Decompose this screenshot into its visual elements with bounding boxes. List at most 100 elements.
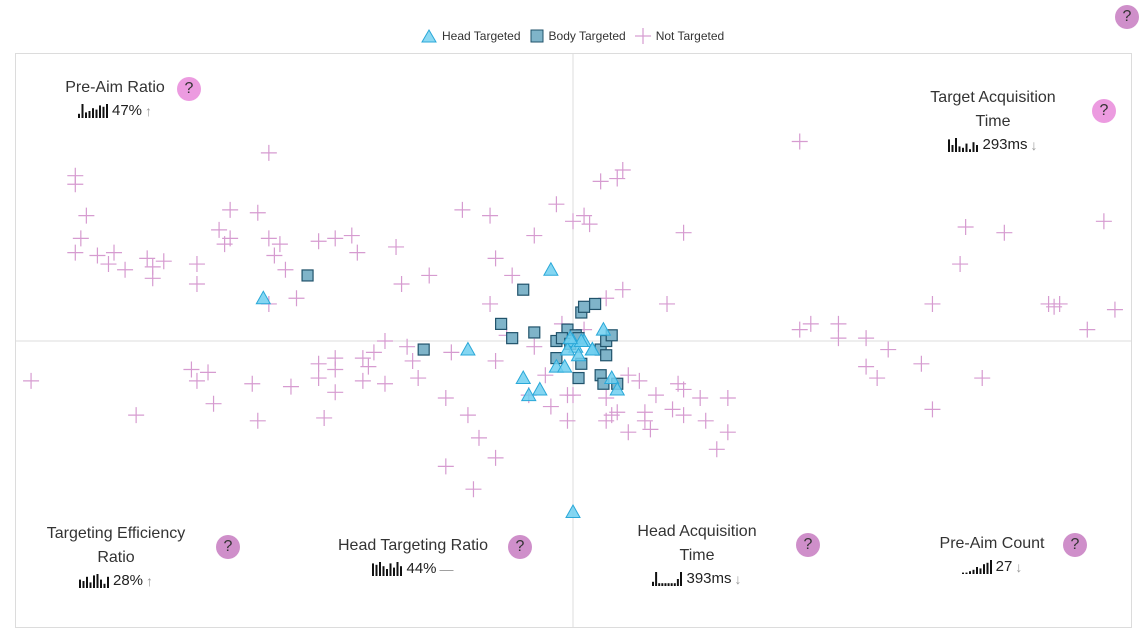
- not-targeted-point[interactable]: [565, 387, 581, 404]
- not-targeted-point[interactable]: [310, 370, 327, 387]
- not-targeted-point[interactable]: [620, 424, 637, 441]
- not-targeted-point[interactable]: [89, 247, 106, 264]
- not-targeted-point[interactable]: [858, 330, 875, 347]
- not-targeted-point[interactable]: [277, 261, 294, 278]
- not-targeted-point[interactable]: [664, 401, 681, 418]
- not-targeted-point[interactable]: [327, 361, 344, 378]
- not-targeted-point[interactable]: [117, 261, 134, 278]
- not-targeted-point[interactable]: [697, 412, 714, 429]
- not-targeted-point[interactable]: [183, 361, 200, 378]
- not-targeted-point[interactable]: [609, 404, 626, 421]
- not-targeted-point[interactable]: [1051, 295, 1068, 312]
- not-targeted-point[interactable]: [609, 170, 626, 187]
- not-targeted-point[interactable]: [376, 375, 393, 392]
- not-targeted-point[interactable]: [636, 404, 653, 421]
- not-targeted-point[interactable]: [470, 429, 487, 446]
- not-targeted-point[interactable]: [659, 295, 676, 312]
- head-targeted-point[interactable]: [609, 381, 626, 396]
- head-targeted-point[interactable]: [460, 341, 476, 356]
- not-targeted-point[interactable]: [802, 315, 819, 332]
- head-targeted-point[interactable]: [515, 370, 532, 385]
- head-targeted-point[interactable]: [584, 341, 601, 356]
- head-targeted-point[interactable]: [520, 387, 537, 402]
- not-targeted-point[interactable]: [393, 276, 410, 292]
- not-targeted-point[interactable]: [67, 244, 84, 261]
- not-targeted-point[interactable]: [399, 338, 416, 355]
- legend-item-not-targeted[interactable]: Not Targeted: [634, 27, 724, 45]
- head-targeted-point[interactable]: [562, 330, 579, 345]
- not-targeted-point[interactable]: [692, 390, 709, 406]
- not-targeted-point[interactable]: [957, 219, 974, 235]
- body-targeted-point[interactable]: [495, 317, 508, 330]
- legend-item-body-targeted[interactable]: Body Targeted: [529, 28, 626, 44]
- global-help-button[interactable]: ?: [1115, 5, 1139, 29]
- not-targeted-point[interactable]: [974, 370, 991, 387]
- not-targeted-point[interactable]: [437, 390, 454, 406]
- not-targeted-point[interactable]: [482, 295, 499, 312]
- head-targeted-point[interactable]: [556, 358, 573, 373]
- body-targeted-point[interactable]: [577, 300, 591, 313]
- not-targeted-point[interactable]: [482, 207, 499, 224]
- not-targeted-point[interactable]: [349, 244, 366, 261]
- not-targeted-point[interactable]: [526, 227, 543, 244]
- not-targeted-point[interactable]: [155, 253, 172, 270]
- not-targeted-point[interactable]: [454, 201, 471, 218]
- not-targeted-point[interactable]: [913, 355, 930, 372]
- help-button-pre-aim-count[interactable]: ?: [1063, 533, 1087, 557]
- not-targeted-point[interactable]: [360, 358, 377, 375]
- help-button-pre-aim-ratio[interactable]: ?: [177, 77, 201, 101]
- body-targeted-point[interactable]: [506, 332, 519, 345]
- not-targeted-point[interactable]: [23, 372, 40, 389]
- body-targeted-point[interactable]: [517, 283, 530, 296]
- not-targeted-point[interactable]: [631, 372, 648, 389]
- not-targeted-point[interactable]: [249, 412, 266, 429]
- not-targeted-point[interactable]: [327, 230, 344, 247]
- not-targeted-point[interactable]: [880, 341, 897, 358]
- not-targeted-point[interactable]: [465, 481, 482, 498]
- not-targeted-point[interactable]: [211, 221, 228, 238]
- not-targeted-point[interactable]: [719, 390, 736, 406]
- not-targeted-point[interactable]: [487, 449, 504, 466]
- not-targeted-point[interactable]: [216, 236, 233, 253]
- not-targeted-point[interactable]: [271, 236, 288, 253]
- not-targeted-point[interactable]: [830, 315, 847, 332]
- head-targeted-point[interactable]: [573, 332, 590, 347]
- not-targeted-point[interactable]: [791, 321, 808, 338]
- not-targeted-point[interactable]: [592, 173, 609, 190]
- not-targeted-point[interactable]: [365, 344, 382, 361]
- not-targeted-point[interactable]: [830, 330, 847, 347]
- head-targeted-point[interactable]: [559, 341, 576, 356]
- body-targeted-point[interactable]: [572, 371, 585, 385]
- not-targeted-point[interactable]: [106, 244, 123, 261]
- not-targeted-point[interactable]: [526, 338, 543, 355]
- help-button-target-acquisition-time[interactable]: ?: [1092, 99, 1116, 123]
- not-targeted-point[interactable]: [244, 375, 261, 392]
- not-targeted-point[interactable]: [260, 144, 277, 161]
- not-targeted-point[interactable]: [1095, 213, 1112, 230]
- not-targeted-point[interactable]: [188, 276, 205, 292]
- not-targeted-point[interactable]: [858, 358, 875, 375]
- not-targeted-point[interactable]: [139, 250, 156, 267]
- not-targeted-point[interactable]: [67, 176, 84, 193]
- not-targeted-point[interactable]: [614, 162, 631, 178]
- not-targeted-point[interactable]: [952, 256, 969, 273]
- not-targeted-point[interactable]: [542, 398, 559, 415]
- help-button-head-targeting-ratio[interactable]: ?: [508, 535, 532, 559]
- not-targeted-point[interactable]: [188, 372, 205, 389]
- not-targeted-point[interactable]: [791, 133, 808, 150]
- not-targeted-point[interactable]: [537, 367, 554, 384]
- not-targeted-point[interactable]: [310, 355, 327, 372]
- not-targeted-point[interactable]: [316, 409, 333, 426]
- not-targeted-point[interactable]: [459, 407, 476, 424]
- body-targeted-point[interactable]: [528, 326, 541, 339]
- not-targeted-point[interactable]: [924, 295, 941, 312]
- not-targeted-point[interactable]: [437, 458, 454, 475]
- not-targeted-point[interactable]: [614, 281, 631, 298]
- not-targeted-point[interactable]: [620, 367, 637, 384]
- not-targeted-point[interactable]: [128, 407, 145, 424]
- not-targeted-point[interactable]: [78, 207, 95, 224]
- not-targeted-point[interactable]: [642, 421, 659, 438]
- head-targeted-point[interactable]: [595, 321, 612, 336]
- not-targeted-point[interactable]: [996, 224, 1013, 241]
- head-targeted-point[interactable]: [603, 370, 620, 385]
